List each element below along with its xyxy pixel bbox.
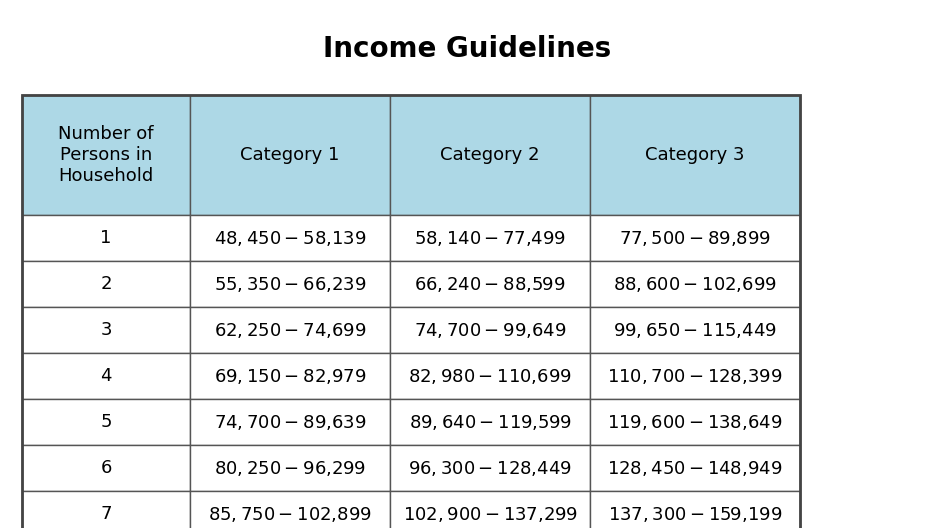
Bar	[22, 95, 800, 528]
Bar	[22, 307, 190, 353]
Text: 1: 1	[100, 229, 111, 247]
Bar	[390, 261, 590, 307]
Text: $96,300 - $128,449: $96,300 - $128,449	[408, 458, 572, 477]
Bar	[390, 445, 590, 491]
Bar	[390, 491, 590, 528]
Text: $128,450 - $148,949: $128,450 - $148,949	[608, 458, 783, 477]
Text: $66,240 - $88,599: $66,240 - $88,599	[414, 275, 566, 294]
Bar	[590, 445, 800, 491]
Bar	[190, 445, 390, 491]
Text: $88,600 - $102,699: $88,600 - $102,699	[613, 275, 777, 294]
Text: Category 3: Category 3	[645, 146, 745, 164]
Text: 6: 6	[100, 459, 111, 477]
Text: $69,150 - $82,979: $69,150 - $82,979	[214, 366, 367, 385]
Text: 3: 3	[100, 321, 112, 339]
Bar	[22, 399, 190, 445]
Bar	[390, 307, 590, 353]
Bar	[190, 399, 390, 445]
Bar	[390, 399, 590, 445]
Bar	[590, 215, 800, 261]
Text: 2: 2	[100, 275, 112, 293]
Text: $82,980 - $110,699: $82,980 - $110,699	[408, 366, 572, 385]
Text: $58,140 - $77,499: $58,140 - $77,499	[414, 229, 566, 248]
Bar	[22, 491, 190, 528]
Text: Number of
Persons in
Household: Number of Persons in Household	[58, 125, 153, 185]
Bar	[22, 445, 190, 491]
Bar	[390, 215, 590, 261]
Text: $62,250 - $74,699: $62,250 - $74,699	[214, 320, 367, 340]
Text: $74,700 - $99,649: $74,700 - $99,649	[414, 320, 567, 340]
Text: $89,640 - $119,599: $89,640 - $119,599	[409, 412, 571, 431]
Bar	[590, 95, 800, 215]
Bar	[590, 353, 800, 399]
Bar	[190, 353, 390, 399]
Bar	[390, 353, 590, 399]
Bar	[22, 353, 190, 399]
Bar	[190, 95, 390, 215]
Text: $119,600 - $138,649: $119,600 - $138,649	[608, 412, 783, 431]
Text: $137,300 - $159,199: $137,300 - $159,199	[608, 504, 783, 523]
Text: Category 1: Category 1	[240, 146, 339, 164]
Bar	[390, 95, 590, 215]
Text: 4: 4	[100, 367, 112, 385]
Text: Income Guidelines: Income Guidelines	[324, 35, 611, 63]
Bar	[590, 399, 800, 445]
Text: 5: 5	[100, 413, 112, 431]
Text: $110,700 - $128,399: $110,700 - $128,399	[608, 366, 783, 385]
Text: $48,450 - $58,139: $48,450 - $58,139	[214, 229, 367, 248]
Bar	[22, 95, 190, 215]
Bar	[590, 491, 800, 528]
Bar	[22, 215, 190, 261]
Text: $77,500 - $89,899: $77,500 - $89,899	[619, 229, 771, 248]
Text: $99,650 - $115,449: $99,650 - $115,449	[613, 320, 777, 340]
Bar	[190, 215, 390, 261]
Bar	[190, 307, 390, 353]
Bar	[590, 261, 800, 307]
Text: $80,250 - $96,299: $80,250 - $96,299	[214, 458, 366, 477]
Bar	[190, 261, 390, 307]
Bar	[22, 261, 190, 307]
Bar	[190, 491, 390, 528]
Text: Category 2: Category 2	[440, 146, 539, 164]
Bar	[590, 307, 800, 353]
Text: $55,350 - $66,239: $55,350 - $66,239	[214, 275, 367, 294]
Text: $74,700 - $89,639: $74,700 - $89,639	[214, 412, 367, 431]
Text: $85,750 - $102,899: $85,750 - $102,899	[209, 504, 372, 523]
Text: 7: 7	[100, 505, 112, 523]
Text: $102,900 - $137,299: $102,900 - $137,299	[403, 504, 578, 523]
